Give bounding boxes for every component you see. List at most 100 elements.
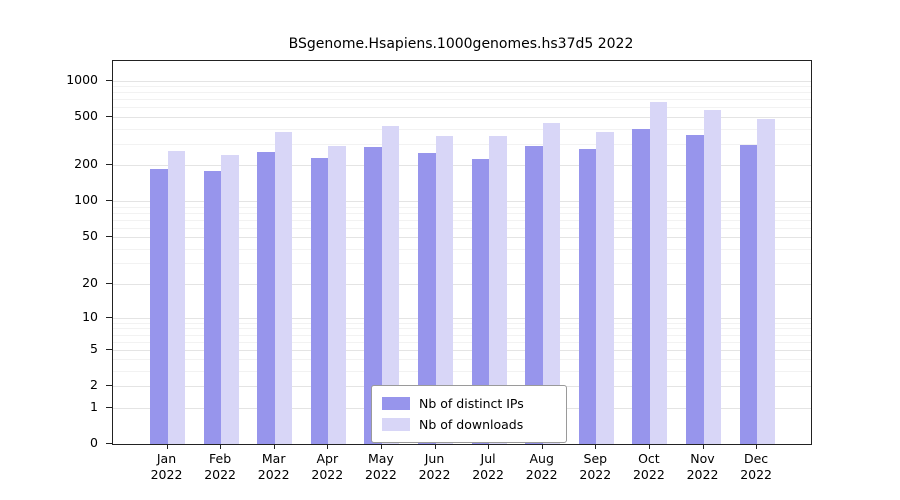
gridline-minor xyxy=(113,341,811,343)
bar-series-0-apr xyxy=(310,157,329,444)
y-tick-mark xyxy=(106,164,112,165)
bar-series-0-jan xyxy=(150,169,168,444)
bar-series-0-aug xyxy=(525,146,543,444)
y-tick-mark xyxy=(106,443,112,444)
bar-series-1-aug xyxy=(542,122,561,444)
gridline-minor xyxy=(113,206,811,208)
bar-series-0-mar xyxy=(257,152,275,444)
x-tick-label: Nov 2022 xyxy=(686,451,719,482)
x-tick-mark xyxy=(541,444,543,449)
y-tick-mark xyxy=(106,115,112,117)
x-axis: Jan 2022 Feb 2022 Mar 2022 Apr 2022 May 2022… xyxy=(112,451,810,491)
gridline-minor xyxy=(113,227,811,229)
x-tick-label: Sep 2022 xyxy=(579,451,612,482)
gridline-minor xyxy=(113,99,811,101)
legend-label-downloads: Nb of downloads xyxy=(419,417,524,432)
y-tick-mark xyxy=(106,385,112,387)
legend-item-distinct-ips: Nb of distinct IPs xyxy=(382,393,556,414)
y-tick-mark xyxy=(106,316,112,318)
bar-series-1-jul xyxy=(489,136,507,444)
y-tick-mark xyxy=(106,79,112,81)
x-tick-mark xyxy=(166,444,168,449)
x-tick-mark xyxy=(488,444,490,449)
x-tick-mark xyxy=(595,444,597,449)
bar-series-1-sep xyxy=(596,132,614,444)
gridline-major xyxy=(113,201,811,203)
legend: Nb of distinct IPs Nb of downloads xyxy=(371,385,567,443)
chart-title: BSgenome.Hsapiens.1000genomes.hs37d5 202… xyxy=(288,36,634,52)
y-tick-label: 1 xyxy=(90,398,98,414)
bar-series-0-jun xyxy=(418,153,436,444)
bar-series-1-may xyxy=(381,125,400,444)
legend-swatch-distinct-ips xyxy=(382,397,410,410)
bar-series-1-jan xyxy=(167,151,185,444)
x-tick-label: Oct 2022 xyxy=(632,451,665,482)
bar-series-0-may xyxy=(364,147,382,444)
gridline-major xyxy=(113,317,811,319)
gridline-major xyxy=(113,283,811,285)
bar-series-0-sep xyxy=(578,149,597,444)
x-tick-mark xyxy=(273,444,275,449)
gridline-minor xyxy=(113,263,811,265)
bar-series-1-oct xyxy=(649,102,668,444)
x-tick-mark xyxy=(702,444,704,449)
bar-series-1-nov xyxy=(703,109,721,444)
y-tick-label: 10 xyxy=(82,308,98,324)
y-tick-label: 500 xyxy=(74,107,98,123)
legend-label-distinct-ips: Nb of distinct IPs xyxy=(419,396,524,411)
x-tick-mark xyxy=(648,444,650,449)
y-tick-mark xyxy=(106,406,112,408)
x-tick-mark xyxy=(380,444,382,449)
y-tick-label: 100 xyxy=(74,192,98,208)
x-tick-mark xyxy=(756,444,758,449)
y-tick-mark xyxy=(106,236,112,238)
gridline-minor xyxy=(113,219,811,221)
bar-series-0-nov xyxy=(686,134,704,444)
bar-series-0-dec xyxy=(739,144,758,444)
gridline-minor xyxy=(113,128,811,130)
gridline-minor xyxy=(113,86,811,88)
gridline-minor xyxy=(113,107,811,109)
gridline-major xyxy=(113,165,811,166)
y-axis: 0 1 2 5 10 20 50 100 200 500 1000 xyxy=(0,60,106,451)
x-tick-label: Apr 2022 xyxy=(311,451,344,482)
gridline-minor xyxy=(113,328,811,330)
y-tick-label: 200 xyxy=(74,156,98,171)
gridline-minor xyxy=(113,92,811,94)
x-tick-mark xyxy=(434,444,436,449)
x-tick-label: Jul 2022 xyxy=(472,451,504,482)
gridline-minor xyxy=(113,371,811,373)
y-tick-label: 2 xyxy=(90,377,98,393)
x-tick-label: Jan 2022 xyxy=(150,451,183,482)
bar-series-1-mar xyxy=(274,132,293,444)
legend-item-downloads: Nb of downloads xyxy=(382,414,556,435)
bar-series-0-jul xyxy=(471,158,490,444)
bar-series-0-feb xyxy=(203,171,222,444)
gridline-minor xyxy=(113,248,811,250)
x-tick-label: Aug 2022 xyxy=(525,451,558,482)
y-tick-mark xyxy=(106,200,112,202)
bar-series-1-feb xyxy=(221,155,239,444)
plot-area: Nb of distinct IPs Nb of downloads xyxy=(112,60,812,445)
legend-swatch-downloads xyxy=(382,418,410,431)
y-tick-mark xyxy=(106,348,112,350)
y-tick-label: 0 xyxy=(90,435,98,450)
y-tick-label: 20 xyxy=(82,274,98,290)
y-tick-mark xyxy=(106,282,112,284)
x-tick-label: Mar 2022 xyxy=(257,451,290,482)
y-tick-label: 50 xyxy=(82,228,98,244)
x-tick-label: Jun 2022 xyxy=(418,451,451,482)
x-tick-mark xyxy=(327,444,329,449)
gridline-minor xyxy=(113,322,811,324)
gridline-minor xyxy=(113,334,811,336)
x-tick-mark xyxy=(220,444,222,449)
x-tick-label: Dec 2022 xyxy=(740,451,772,482)
bar-series-1-apr xyxy=(328,145,346,444)
bar-series-0-oct xyxy=(632,128,650,444)
gridline-minor xyxy=(113,212,811,214)
y-tick-label: 1000 xyxy=(66,71,98,87)
gridline-major xyxy=(113,349,811,351)
gridline-minor xyxy=(113,143,811,145)
gridline-major xyxy=(113,80,811,82)
